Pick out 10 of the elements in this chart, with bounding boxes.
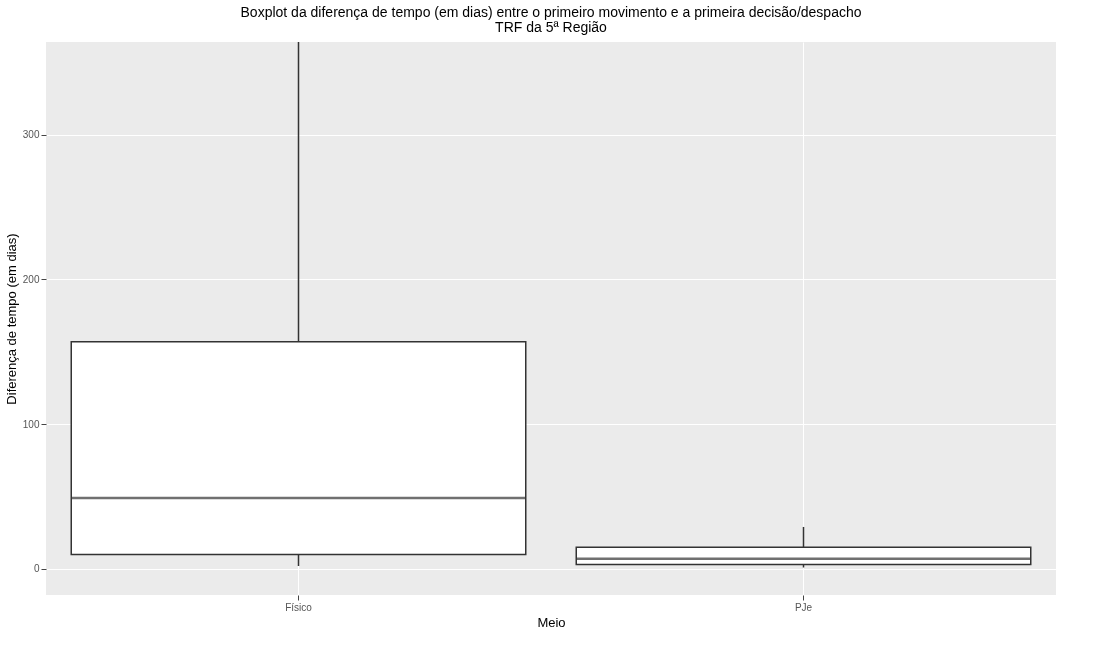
y-tick-label: 0: [33, 563, 40, 575]
y-tick-label: 300: [22, 129, 40, 141]
x-axis-title: Meio: [537, 614, 566, 630]
chart-subtitle: TRF da 5ª Região: [495, 19, 608, 36]
y-tick-label: 200: [22, 273, 40, 285]
chart-title: Boxplot da diferença de tempo (em dias) entre o primeiro movimento e a primeira decisão/despacho: [240, 4, 862, 21]
y-tick-label: 100: [22, 418, 40, 430]
x-tick-label: Físico: [285, 601, 313, 613]
x-tick-label: PJe: [794, 601, 813, 613]
y-axis-title: Diferença de tempo (em dias): [3, 233, 19, 405]
